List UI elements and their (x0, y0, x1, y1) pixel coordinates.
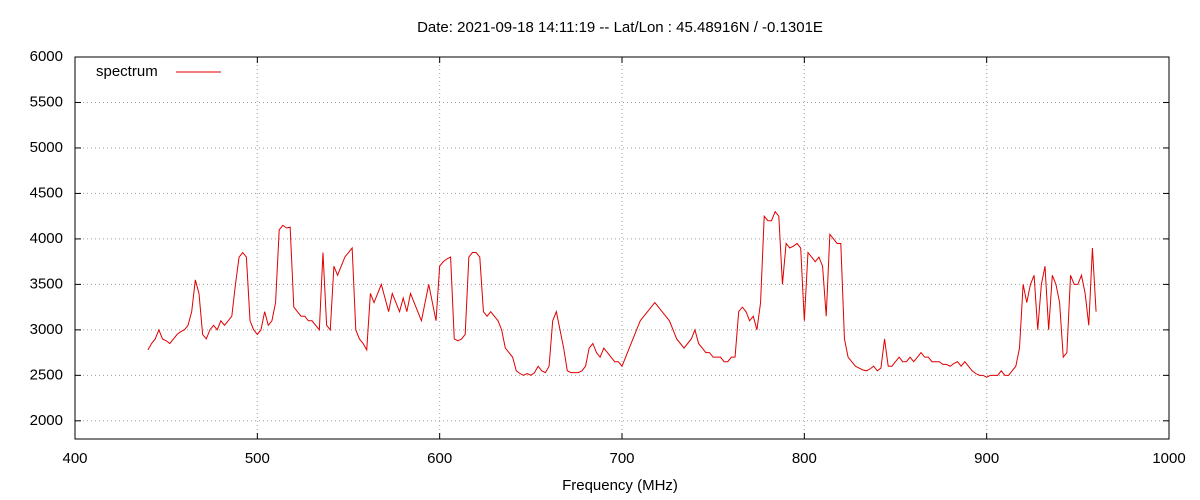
legend-label: spectrum (96, 63, 158, 80)
plot-border (74, 56, 1170, 440)
x-tick-label: 700 (609, 450, 634, 467)
x-tick-label: 500 (245, 450, 270, 467)
spectrum-line (147, 210, 1097, 378)
y-tick-label: 2000 (30, 412, 63, 429)
y-tick-label: 4500 (30, 184, 63, 201)
y-tick-label: 2500 (30, 366, 63, 383)
x-tick-label: 900 (974, 450, 999, 467)
y-tick-label: 6000 (30, 48, 63, 65)
x-axis-label: Frequency (MHz) (562, 477, 678, 494)
x-tick-label: 400 (62, 450, 87, 467)
y-tick-label: 3500 (30, 275, 63, 292)
x-tick-label: 1000 (1152, 450, 1185, 467)
chart-title: Date: 2021-09-18 14:11:19 -- Lat/Lon : 4… (417, 19, 823, 36)
y-tick-label: 4000 (30, 230, 63, 247)
y-tick-label: 5500 (30, 93, 63, 110)
x-tick-label: 600 (427, 450, 452, 467)
y-tick-label: 3000 (30, 321, 63, 338)
y-tick-label: 5000 (30, 139, 63, 156)
x-tick-label: 800 (792, 450, 817, 467)
